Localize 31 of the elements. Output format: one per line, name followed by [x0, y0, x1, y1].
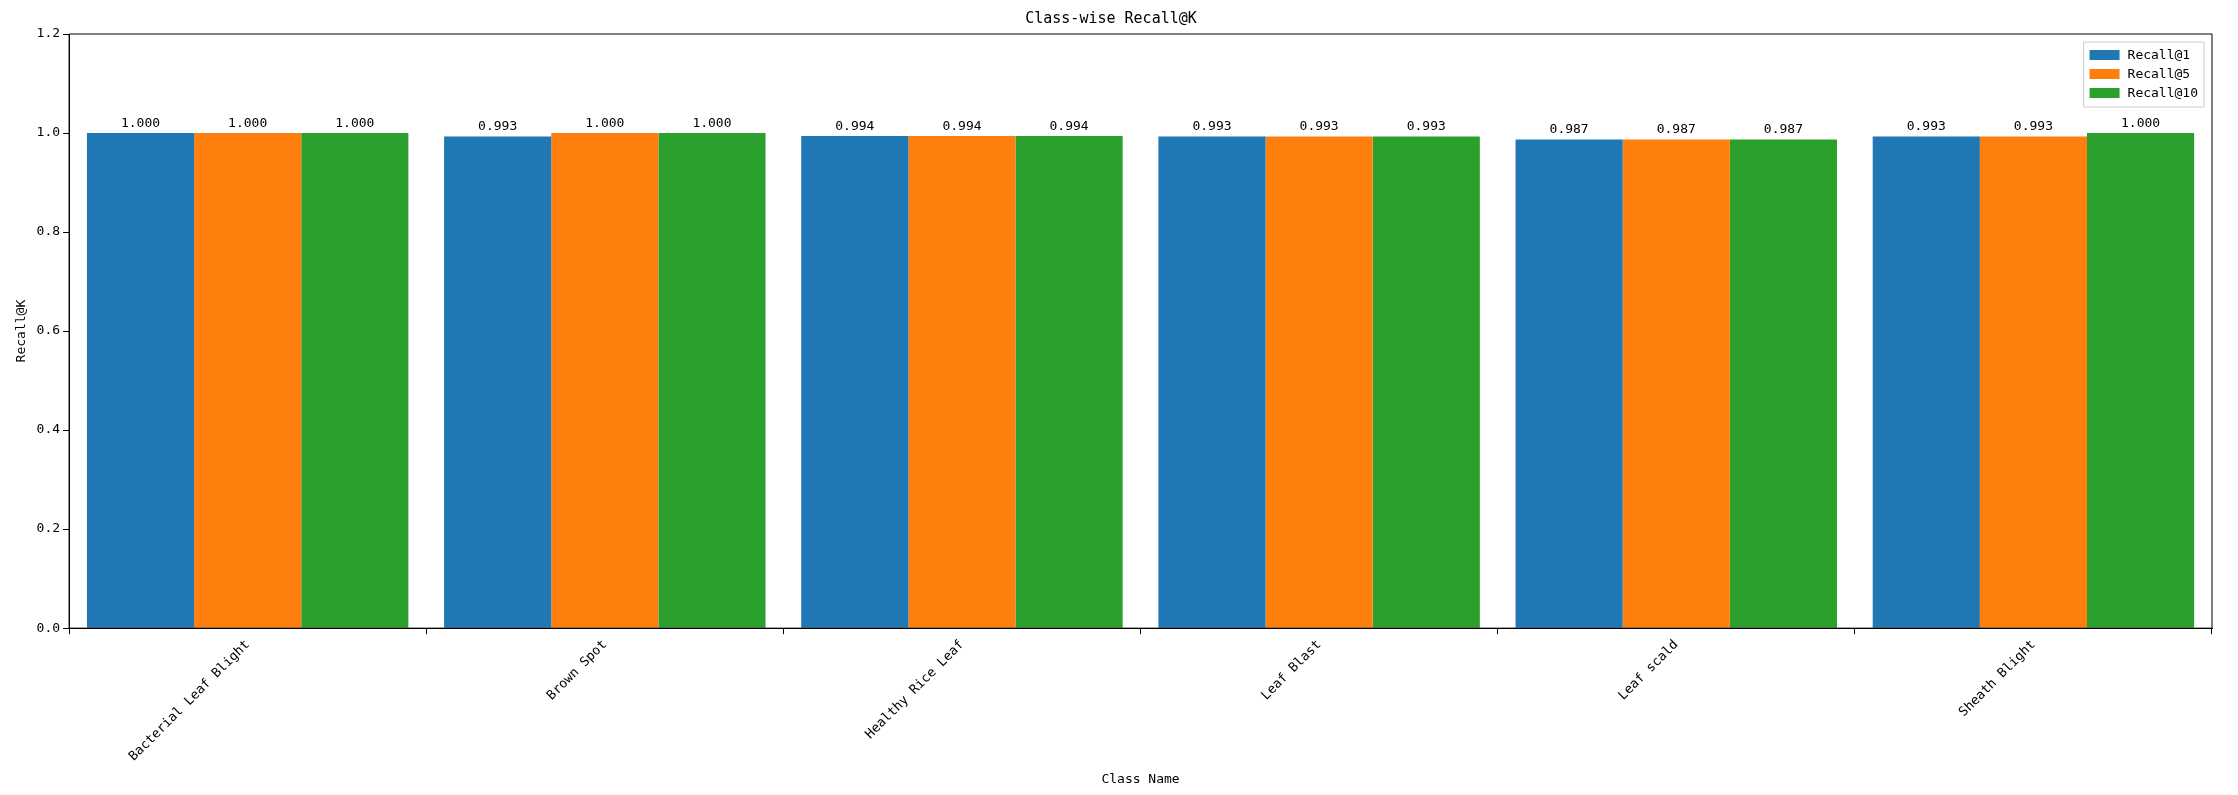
data-label: 1.000: [120, 114, 161, 130]
x-axis-title: Class Name: [1101, 770, 1180, 786]
legend-label: Recall@5: [2127, 66, 2191, 82]
data-label: 0.993: [478, 118, 518, 134]
data-label: 1.000: [585, 114, 625, 130]
y-tick-label: 1.2: [36, 25, 61, 41]
y-tick-label: 1.0: [36, 124, 61, 140]
data-label: 0.993: [2013, 118, 2053, 134]
y-tick-label: 0.6: [36, 322, 61, 338]
legend-label: Recall@10: [2127, 85, 2199, 101]
y-tick-label: 0.2: [36, 520, 61, 536]
y-tick-label: 0.0: [36, 619, 61, 635]
data-label: 1.000: [2121, 114, 2161, 130]
data-label: 1.000: [692, 114, 732, 130]
chart-title: Class-wise Recall@K: [1025, 8, 1197, 27]
data-label: 0.993: [1406, 118, 1446, 134]
data-label: 0.993: [1906, 118, 1946, 134]
data-label: 0.994: [1049, 117, 1089, 133]
data-label: 0.993: [1192, 118, 1232, 134]
data-label: 0.994: [942, 117, 982, 133]
y-tick-label: 0.4: [36, 421, 61, 437]
y-axis-title: Recall@K: [13, 299, 29, 363]
legend-label: Recall@1: [2127, 47, 2191, 63]
data-label: 0.994: [835, 117, 875, 133]
data-label: 0.987: [1763, 121, 1803, 137]
y-tick-label: 0.8: [36, 223, 61, 239]
data-label: 0.987: [1549, 121, 1589, 137]
data-label: 1.000: [228, 114, 268, 130]
data-label: 0.987: [1656, 121, 1696, 137]
data-label: 1.000: [335, 114, 375, 130]
data-label: 0.993: [1299, 118, 1339, 134]
